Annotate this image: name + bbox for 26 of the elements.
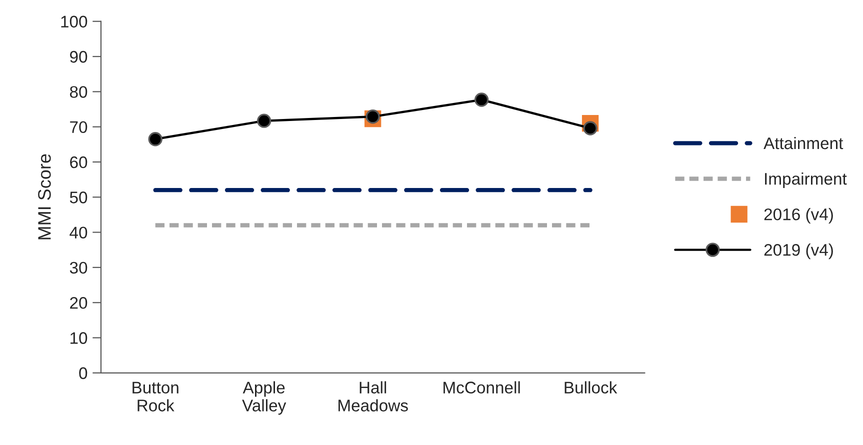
- point: [256, 114, 272, 128]
- y-tick-label: 0: [79, 367, 88, 380]
- y-axis-title: MMI Score: [38, 154, 51, 240]
- y-tick-label: 90: [70, 50, 88, 63]
- x-tick-label: Bullock: [564, 381, 618, 394]
- point: [366, 110, 380, 124]
- y-tick-label: 70: [70, 121, 88, 134]
- legend-label: Attainment: [764, 136, 844, 150]
- x-tick-label: Button Rock: [132, 382, 178, 412]
- legend-label: Impairment: [765, 172, 847, 188]
- y-tick-label: 20: [70, 297, 88, 309]
- x-tick-label: Apple Valley: [242, 381, 286, 415]
- y-tick-label: 80: [70, 86, 88, 98]
- point: [148, 132, 162, 146]
- y-tick-label: 40: [70, 226, 88, 238]
- point: [474, 92, 489, 107]
- legend-label: 2016 (v4): [764, 208, 833, 224]
- y-tick-label: 30: [70, 262, 88, 274]
- x-tick-label: McConnell: [444, 381, 520, 394]
- x-tick-label: Hall Meadows: [338, 381, 408, 412]
- y-tick-label: 60: [70, 156, 88, 168]
- legend-label: 2019 (v4): [764, 244, 833, 260]
- y-tick-label: 50: [70, 192, 88, 204]
- point: [583, 121, 598, 136]
- y-tick-label: 100: [61, 16, 88, 28]
- y-tick-label: 10: [70, 332, 88, 344]
